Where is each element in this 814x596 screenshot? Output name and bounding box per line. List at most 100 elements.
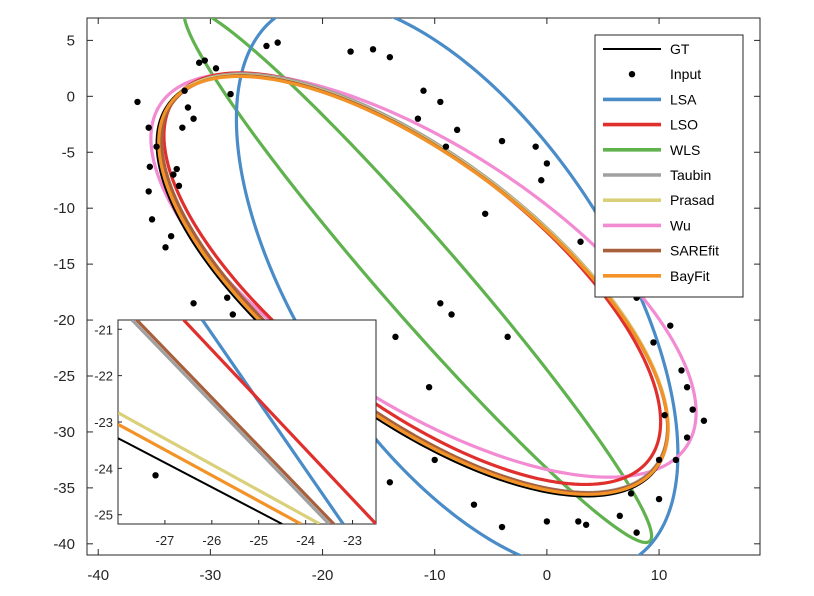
legend-label-gt: GT <box>670 41 690 57</box>
input-point <box>582 521 590 528</box>
input-point <box>504 333 511 341</box>
legend-label-taubin: Taubin <box>670 167 711 183</box>
input-point <box>655 456 663 464</box>
input-point <box>689 406 696 413</box>
input-point <box>532 143 539 150</box>
input-point <box>145 188 152 195</box>
y-tick-label: 0 <box>67 88 75 105</box>
input-point <box>700 417 708 424</box>
input-point <box>543 518 551 525</box>
input-point <box>678 367 685 374</box>
x-tick-label: -30 <box>200 567 222 584</box>
y-tick-label: -35 <box>53 480 75 497</box>
input-point <box>667 322 674 329</box>
inset-line-gt <box>118 437 283 524</box>
input-point <box>627 490 635 497</box>
input-point <box>274 39 281 46</box>
input-point <box>145 124 152 131</box>
legend-box <box>594 34 744 298</box>
input-point <box>498 137 506 145</box>
input-point <box>229 311 237 318</box>
input-point <box>470 501 478 508</box>
input-point <box>498 523 506 531</box>
input-point <box>683 434 691 441</box>
legend-label-wu: Wu <box>670 217 691 233</box>
input-point <box>224 294 231 301</box>
inset-line-lsa <box>201 320 345 524</box>
input-point <box>184 104 192 111</box>
x-tick-label: -10 <box>424 567 446 584</box>
y-tick-label: -25 <box>53 368 75 385</box>
input-point <box>453 126 461 134</box>
inset-y-tick-label: -21 <box>94 322 113 337</box>
input-point <box>543 160 551 167</box>
input-point <box>633 529 640 536</box>
inset-line-sarefit <box>135 320 335 524</box>
inset-line-taubin <box>130 320 331 524</box>
input-point <box>431 456 438 464</box>
legend-marker-input <box>628 71 636 78</box>
input-point <box>173 165 180 173</box>
inset-y-tick-label: -22 <box>94 369 113 384</box>
inset-x-tick-label: -27 <box>156 533 175 548</box>
input-point <box>347 48 354 55</box>
legend-label-lsa: LSA <box>670 91 697 107</box>
input-point <box>170 171 177 178</box>
input-point <box>134 98 141 106</box>
input-point <box>179 124 186 131</box>
legend-label-input: Input <box>670 66 701 82</box>
inset-line-bayfit <box>118 422 302 524</box>
x-tick-label: -20 <box>312 567 334 584</box>
input-point <box>481 210 489 217</box>
inset-y-tick-label: -25 <box>94 508 113 523</box>
input-point <box>369 46 377 53</box>
input-point <box>437 98 444 106</box>
ellipse-wls <box>182 18 654 545</box>
input-point <box>167 232 175 240</box>
input-point <box>655 495 663 503</box>
inset-x-tick-label: -26 <box>202 533 221 548</box>
input-point <box>683 383 691 391</box>
inset-x-tick-label: -24 <box>296 533 315 548</box>
input-point <box>175 182 183 190</box>
input-point <box>263 42 270 50</box>
input-point <box>448 311 455 318</box>
input-point <box>661 411 668 419</box>
input-point <box>190 115 197 122</box>
input-point <box>148 216 156 223</box>
input-point <box>575 518 582 525</box>
legend-label-sarefit: SAREfit <box>670 243 719 259</box>
input-point <box>190 300 197 307</box>
inset-zoom-plot: -27 -26 -25 -24 -23 -21 -22 -23 -24 -25 <box>94 319 377 548</box>
input-point <box>650 339 657 346</box>
inset-y-tick-label: -23 <box>94 415 113 430</box>
inset-line-lso <box>182 320 376 524</box>
y-tick-label: -15 <box>53 256 75 273</box>
y-tick-label: 5 <box>67 32 75 49</box>
input-point <box>425 383 433 391</box>
input-point <box>616 512 623 520</box>
y-tick-label: -30 <box>53 424 75 441</box>
input-point <box>392 333 399 341</box>
input-point <box>386 479 394 486</box>
x-tick-label: -40 <box>87 567 109 584</box>
y-tick-label: -10 <box>53 200 75 217</box>
input-point <box>146 163 154 170</box>
inset-y-tick-label: -24 <box>94 461 113 476</box>
input-point <box>420 87 427 94</box>
input-point <box>162 244 169 251</box>
input-point <box>181 87 188 94</box>
input-point <box>538 177 545 184</box>
y-tick-label: -40 <box>53 536 75 553</box>
legend: GT Input LSA LSO WLS Taubin Prasad Wu SAREfit Bay… <box>594 34 744 298</box>
y-tick-label: -5 <box>62 144 75 161</box>
legend-label-prasad: Prasad <box>670 192 714 208</box>
input-point <box>414 115 422 122</box>
inset-plot-area <box>118 320 376 524</box>
inset-line-prasad <box>118 411 321 524</box>
input-point <box>201 57 208 64</box>
inset-x-tick-label: -25 <box>249 533 268 548</box>
y-tick-label: -20 <box>53 312 75 329</box>
